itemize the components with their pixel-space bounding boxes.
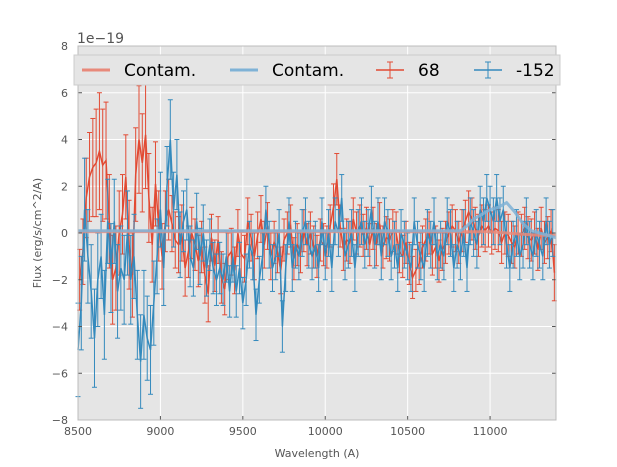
- y-tick-label: 0: [61, 227, 68, 240]
- legend-label: 68: [418, 61, 440, 81]
- y-axis-label: Flux (erg/s/cm^2/A): [31, 178, 44, 288]
- y-tick-label: −2: [52, 274, 68, 287]
- x-axis-label: Wavelength (A): [275, 447, 360, 460]
- y-tick-label: −8: [52, 414, 68, 427]
- series-layer: [75, 80, 557, 409]
- y-tick-label: 2: [61, 180, 68, 193]
- legend-label: Contam.: [272, 61, 344, 81]
- x-tick-label: 9500: [229, 425, 257, 438]
- x-tick-label: 8500: [64, 425, 92, 438]
- x-tick-label: 10000: [308, 425, 343, 438]
- plot-frame: [77, 45, 557, 421]
- y-tick-label: 4: [61, 134, 68, 147]
- y-tick-label: −4: [52, 321, 68, 334]
- y-offset-label: 1e−19: [77, 31, 124, 47]
- legend-label: -152: [516, 61, 555, 81]
- y-tick-label: −6: [52, 367, 68, 380]
- contamination-line-2: [78, 200, 557, 240]
- x-tick-label: 9000: [146, 425, 174, 438]
- y-tick-label: 6: [61, 87, 68, 100]
- x-tick-label: 10500: [390, 425, 425, 438]
- legend-label: Contam.: [124, 61, 196, 81]
- x-tick-label: 11000: [473, 425, 508, 438]
- legend: Contam. Contam. 68 -152: [73, 54, 561, 86]
- y-tick-label: 8: [61, 40, 68, 53]
